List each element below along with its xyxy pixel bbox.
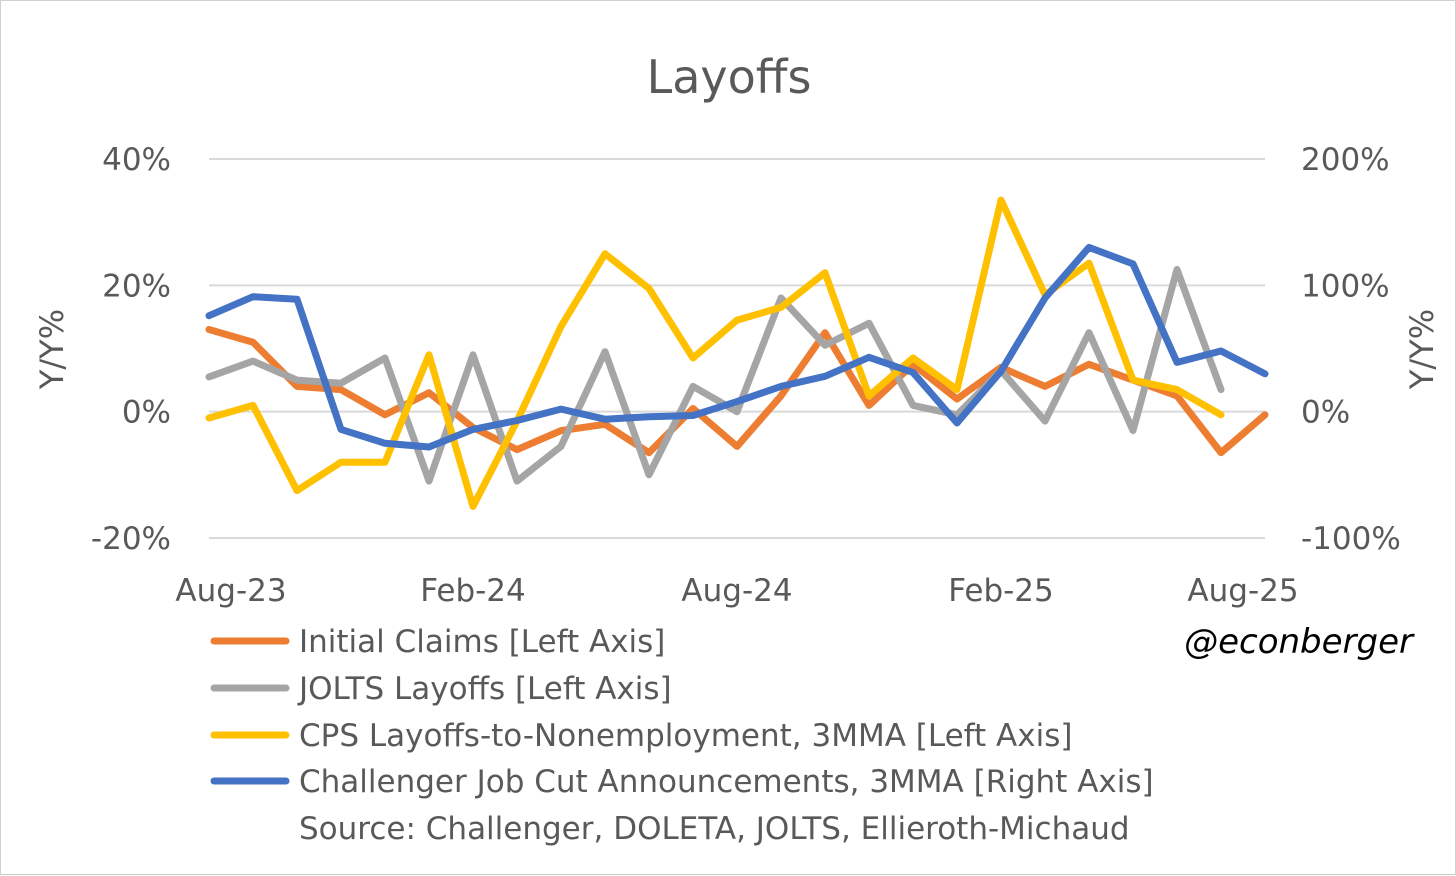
left-axis-ticks: 40% 20% 0% -20%: [91, 142, 171, 557]
legend-label: Initial Claims [Left Axis]: [299, 624, 665, 660]
legend-label: JOLTS Layoffs [Left Axis]: [297, 671, 672, 707]
legend-label: CPS Layoffs-to-Nonemployment, 3MMA [Left…: [299, 718, 1072, 754]
right-tick-label: 0%: [1301, 395, 1350, 431]
left-tick-label: 20%: [102, 268, 171, 304]
series-line-1: [205, 266, 1225, 485]
x-axis-ticks: Aug-23 Feb-24 Aug-24 Feb-25 Aug-25: [175, 573, 1298, 609]
left-tick-label: -20%: [91, 521, 171, 557]
right-axis-label: Y/Y%: [1403, 309, 1441, 390]
left-tick-label: 40%: [102, 142, 171, 178]
gridlines: [209, 158, 1265, 539]
right-tick-label: 200%: [1301, 142, 1390, 178]
x-tick-label: Aug-24: [681, 573, 792, 609]
x-tick-label: Aug-23: [175, 573, 286, 609]
legend-label: Challenger Job Cut Announcements, 3MMA […: [299, 764, 1154, 800]
series-lines: [205, 196, 1269, 510]
watermark: @econberger: [1184, 622, 1415, 662]
right-axis-ticks: 200% 100% 0% -100%: [1301, 142, 1401, 557]
series-line-3: [205, 243, 1269, 451]
chart-title: Layoffs: [647, 50, 812, 104]
x-tick-label: Feb-25: [948, 573, 1054, 609]
left-tick-label: 0%: [122, 395, 171, 431]
series-line-2: [205, 196, 1225, 510]
x-tick-label: Feb-24: [420, 573, 526, 609]
right-tick-label: 100%: [1301, 268, 1390, 304]
series-line-0: [205, 326, 1269, 457]
x-tick-label: Aug-25: [1187, 573, 1298, 609]
left-axis-label: Y/Y%: [33, 309, 71, 390]
source-note: Source: Challenger, DOLETA, JOLTS, Ellie…: [299, 811, 1130, 847]
legend: Initial Claims [Left Axis] JOLTS Layoffs …: [210, 624, 1154, 800]
right-tick-label: -100%: [1301, 521, 1401, 557]
